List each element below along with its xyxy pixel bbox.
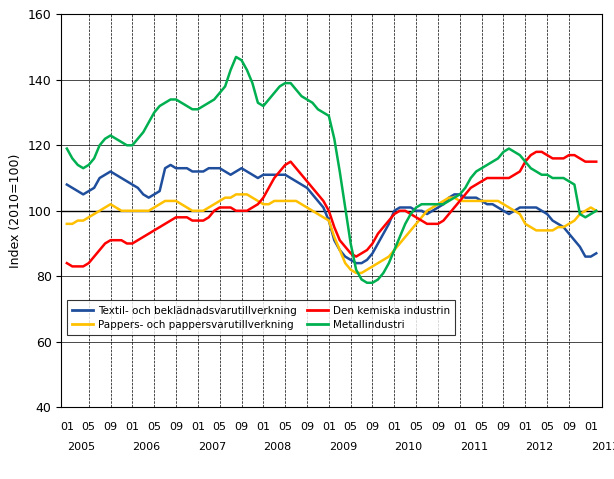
Den kemiska industrin [593,159,600,165]
Metallindustri [363,280,371,285]
Metallindustri [407,211,414,217]
Pappers- och pappersvarutillverkning [232,192,239,197]
Text: 2005: 2005 [67,442,95,452]
Pappers- och pappersvarutillverkning [369,263,376,269]
Textil- och beklädnadsvarutillverkning [63,182,71,187]
Text: 05: 05 [409,422,423,432]
Text: 09: 09 [496,422,511,432]
Textil- och beklädnadsvarutillverkning [107,169,114,174]
Den kemiska industrin [112,238,120,243]
Text: 09: 09 [300,422,314,432]
Text: 05: 05 [344,422,358,432]
Text: 2013: 2013 [591,442,614,452]
Text: 01: 01 [453,422,467,432]
Text: 2006: 2006 [133,442,160,452]
Pappers- och pappersvarutillverkning [63,221,71,227]
Text: 05: 05 [212,422,227,432]
Textil- och beklädnadsvarutillverkning [167,162,174,168]
Text: 05: 05 [147,422,161,432]
Den kemiska industrin [402,208,409,214]
Legend: Textil- och beklädnadsvarutillverkning, Pappers- och pappersvarutillverkning, De: Textil- och beklädnadsvarutillverkning, … [66,300,456,335]
Pappers- och pappersvarutillverkning [593,208,600,214]
Text: 01: 01 [60,422,74,432]
Y-axis label: Index (2010=100): Index (2010=100) [9,154,22,268]
Textil- och beklädnadsvarutillverkning [369,251,376,256]
Pappers- och pappersvarutillverkning [478,198,485,204]
Text: 09: 09 [103,422,118,432]
Den kemiska industrin [320,198,327,204]
Metallindustri [593,208,600,214]
Pappers- och pappersvarutillverkning [407,228,414,233]
Text: 01: 01 [518,422,532,432]
Text: 2011: 2011 [460,442,488,452]
Text: 01: 01 [387,422,402,432]
Metallindustri [63,146,71,151]
Text: 05: 05 [278,422,292,432]
Text: 05: 05 [475,422,489,432]
Text: 01: 01 [322,422,336,432]
Text: 2010: 2010 [394,442,422,452]
Text: 09: 09 [431,422,445,432]
Metallindustri [107,133,114,138]
Den kemiska industrin [363,247,371,253]
Text: 01: 01 [125,422,139,432]
Text: 2007: 2007 [198,442,226,452]
Line: Metallindustri: Metallindustri [67,57,596,283]
Textil- och beklädnadsvarutillverkning [320,205,327,210]
Metallindustri [320,110,327,115]
Den kemiska industrin [473,182,480,187]
Text: 2009: 2009 [329,442,357,452]
Textil- och beklädnadsvarutillverkning [352,260,360,266]
Textil- och beklädnadsvarutillverkning [593,251,600,256]
Text: 09: 09 [562,422,576,432]
Line: Den kemiska industrin: Den kemiska industrin [67,152,596,266]
Textil- och beklädnadsvarutillverkning [407,205,414,210]
Den kemiska industrin [63,260,71,266]
Line: Textil- och beklädnadsvarutillverkning: Textil- och beklädnadsvarutillverkning [67,165,596,263]
Textil- och beklädnadsvarutillverkning [478,198,485,204]
Pappers- och pappersvarutillverkning [96,208,103,214]
Text: 01: 01 [256,422,270,432]
Pappers- och pappersvarutillverkning [107,201,114,207]
Textil- och beklädnadsvarutillverkning [96,175,103,181]
Den kemiska industrin [69,263,76,269]
Text: 05: 05 [82,422,96,432]
Text: 09: 09 [169,422,183,432]
Metallindustri [478,165,485,171]
Metallindustri [232,54,239,60]
Den kemiska industrin [101,240,109,246]
Pappers- och pappersvarutillverkning [352,270,360,276]
Line: Pappers- och pappersvarutillverkning: Pappers- och pappersvarutillverkning [67,194,596,273]
Text: 09: 09 [235,422,249,432]
Text: 2008: 2008 [263,442,292,452]
Metallindustri [369,280,376,285]
Text: 01: 01 [584,422,598,432]
Text: 01: 01 [191,422,205,432]
Text: 2012: 2012 [526,442,554,452]
Metallindustri [96,142,103,148]
Text: 05: 05 [540,422,554,432]
Pappers- och pappersvarutillverkning [320,215,327,220]
Den kemiska industrin [532,149,540,155]
Text: 09: 09 [365,422,379,432]
